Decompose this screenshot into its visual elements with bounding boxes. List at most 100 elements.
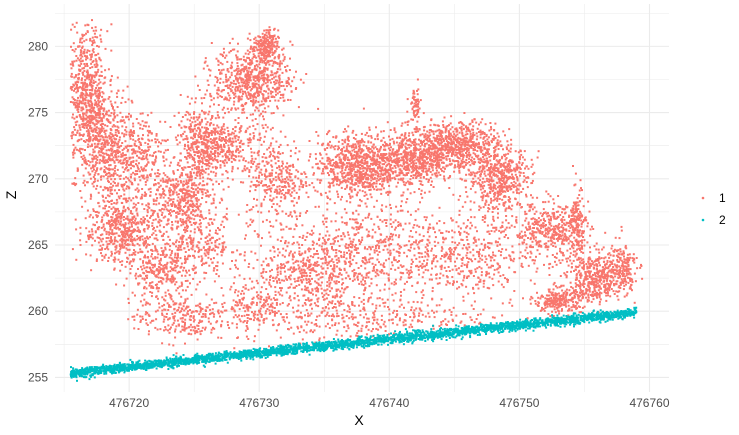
data-point-series-1 — [173, 203, 176, 206]
data-point-series-1 — [106, 159, 108, 162]
data-point-series-1 — [113, 161, 116, 164]
data-point-series-1 — [101, 125, 104, 128]
data-point-series-1 — [112, 184, 115, 187]
series-1-points — [69, 19, 644, 355]
data-point-series-1 — [326, 159, 329, 162]
data-point-series-1 — [323, 163, 326, 166]
data-point-series-1 — [219, 95, 222, 98]
data-point-series-1 — [139, 230, 141, 233]
data-point-series-1 — [198, 173, 201, 176]
data-point-series-1 — [222, 89, 225, 91]
data-point-series-1 — [112, 173, 115, 176]
data-point-series-1 — [122, 171, 125, 173]
data-point-series-1 — [263, 77, 265, 80]
data-point-series-1 — [141, 203, 144, 206]
data-point-series-1 — [109, 186, 112, 189]
data-point-series-1 — [278, 87, 281, 90]
data-point-series-1 — [147, 261, 150, 264]
data-point-series-1 — [220, 133, 223, 136]
data-point-series-1 — [133, 179, 136, 182]
data-point-series-1 — [162, 180, 165, 183]
data-point-series-1 — [99, 158, 102, 161]
data-point-series-1 — [99, 113, 102, 116]
data-point-series-1 — [125, 116, 128, 119]
data-point-series-1 — [170, 203, 173, 206]
data-point-series-1 — [108, 201, 111, 203]
data-point-series-1 — [216, 111, 219, 114]
data-point-series-1 — [300, 182, 303, 185]
data-point-series-1 — [82, 52, 85, 55]
data-point-series-1 — [365, 131, 368, 134]
data-point-series-1 — [151, 139, 153, 142]
data-point-series-1 — [90, 100, 93, 103]
data-point-series-1 — [131, 181, 133, 184]
data-point-series-1 — [198, 162, 201, 165]
data-point-series-1 — [132, 122, 135, 125]
data-point-series-1 — [244, 52, 247, 55]
data-point-series-1 — [122, 119, 125, 122]
data-point-series-1 — [185, 156, 188, 159]
data-point-series-1 — [103, 81, 106, 84]
data-point-series-1 — [144, 183, 147, 186]
data-point-series-1 — [213, 84, 216, 87]
data-point-series-1 — [87, 132, 90, 134]
data-point-series-1 — [258, 57, 261, 60]
data-point-series-1 — [96, 210, 99, 213]
data-point-series-1 — [98, 226, 101, 229]
data-point-series-1 — [151, 242, 154, 245]
data-point-series-1 — [119, 239, 122, 242]
data-point-series-1 — [89, 127, 91, 129]
data-point-series-1 — [171, 221, 173, 223]
data-point-series-1 — [70, 88, 73, 91]
data-point-series-1 — [161, 296, 164, 299]
data-point-series-1 — [175, 186, 178, 189]
data-point-series-1 — [107, 236, 110, 239]
data-point-series-1 — [210, 42, 213, 44]
data-point-series-1 — [212, 123, 215, 126]
data-point-series-1 — [73, 126, 76, 129]
data-point-series-1 — [269, 225, 272, 227]
data-point-series-1 — [180, 120, 183, 123]
data-point-series-1 — [330, 159, 332, 162]
data-point-series-1 — [118, 251, 121, 253]
data-point-series-1 — [241, 63, 244, 66]
data-point-series-1 — [189, 309, 191, 311]
data-point-series-1 — [106, 168, 109, 171]
data-point-series-1 — [130, 99, 133, 102]
data-point-series-1 — [374, 162, 377, 165]
data-point-series-1 — [203, 112, 206, 115]
data-point-series-1 — [133, 253, 136, 256]
data-point-series-1 — [158, 269, 161, 272]
data-point-series-1 — [147, 302, 150, 305]
data-point-series-1 — [198, 166, 201, 169]
data-point-series-1 — [141, 112, 144, 115]
data-point-series-1 — [160, 214, 163, 216]
data-point-series-1 — [89, 145, 92, 148]
data-point-series-1 — [162, 251, 164, 254]
data-point-series-1 — [165, 267, 168, 270]
data-point-series-1 — [83, 179, 86, 182]
data-point-series-1 — [292, 166, 295, 168]
data-point-series-1 — [147, 134, 150, 137]
data-point-series-1 — [96, 168, 98, 171]
data-point-series-1 — [99, 135, 102, 138]
data-point-series-1 — [130, 144, 133, 147]
data-point-series-1 — [99, 116, 101, 119]
data-point-series-1 — [260, 204, 263, 206]
data-point-series-1 — [162, 172, 165, 175]
data-point-series-1 — [180, 284, 183, 287]
data-point-series-1 — [132, 206, 135, 209]
data-point-series-1 — [155, 249, 158, 251]
data-point-series-1 — [198, 132, 201, 135]
data-point-series-1 — [272, 52, 275, 54]
data-point-series-1 — [265, 168, 267, 171]
data-point-series-1 — [261, 173, 263, 176]
data-point-series-1 — [203, 151, 206, 154]
data-point-series-1 — [83, 126, 86, 129]
data-point-series-1 — [92, 181, 95, 184]
data-point-series-1 — [178, 123, 181, 126]
data-point-series-1 — [134, 150, 137, 153]
data-point-series-1 — [91, 76, 94, 79]
data-point-series-1 — [276, 68, 279, 71]
data-point-series-1 — [192, 183, 195, 186]
